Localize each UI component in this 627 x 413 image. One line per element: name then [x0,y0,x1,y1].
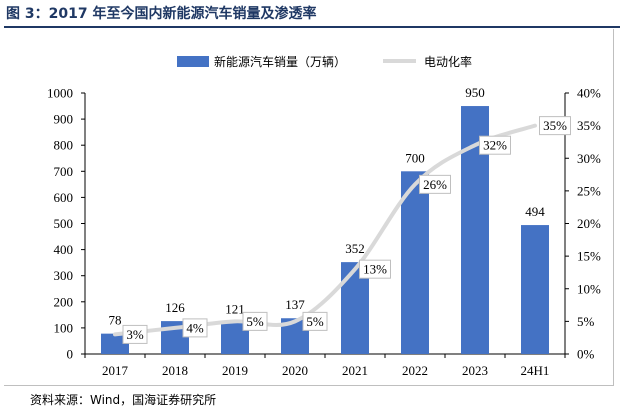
left-tick-label: 100 [54,320,74,335]
axes-layer: 0 100 200 300 400 500 600 700 800 900 1000 0% 5% 10% 1… [47,86,601,379]
left-tick-label: 200 [54,294,74,309]
sales-bar [521,225,549,354]
legend-swatch-bar [177,56,209,67]
title-rule [4,26,620,28]
labels-layer: 78 126 121 137 352 700 950 494 3% 4% 5% 5% 13% 26% 32%… [109,85,571,344]
x-tick-label: 2021 [342,363,368,378]
pct-label: 26% [423,177,447,192]
bar-value-label: 78 [109,313,122,328]
right-tick-label: 0% [577,347,595,362]
right-tick-label: 35% [577,118,601,133]
legend: 新能源汽车销量（万辆） 电动化率 [177,54,472,69]
left-tick-label: 500 [54,216,74,231]
pct-label-box [242,311,268,331]
pct-label: 5% [306,314,324,329]
pct-label-box [539,116,571,136]
x-tick-label: 2017 [102,363,129,378]
right-tick-label: 25% [577,183,601,198]
x-tick-label: 2022 [402,363,428,378]
x-tick-label: 2023 [462,363,488,378]
pct-label: 35% [543,118,567,133]
legend-label-sales: 新能源汽车销量（万辆） [214,54,346,69]
bar-value-label: 700 [405,150,425,165]
x-tick-label: 2018 [162,363,188,378]
bar-value-label: 137 [285,297,305,312]
right-tick-label: 20% [577,216,601,231]
bar-value-label: 494 [525,204,545,219]
pct-label-box [479,135,511,155]
figure-title: 图 3：2017 年至今国内新能源汽车销量及渗透率 [6,6,317,22]
source-note: 资料来源：Wind，国海证券研究所 [30,393,217,407]
left-tick-label: 900 [54,112,74,127]
sales-bar [401,171,429,354]
right-tick-label: 30% [577,151,601,166]
x-tick-label: 2019 [222,363,248,378]
right-tick-label: 5% [577,314,595,329]
pct-label: 3% [126,327,144,342]
x-tick-label: 24H1 [521,363,550,378]
bar-value-label: 126 [165,300,185,315]
left-tick-label: 700 [54,164,74,179]
bar-value-label: 121 [225,301,245,316]
left-tick-label: 1000 [47,86,73,101]
pct-label-box [302,311,328,331]
pct-label: 13% [363,262,387,277]
right-tick-label: 10% [577,281,601,296]
bar-value-label: 950 [465,85,485,100]
right-tick-label: 40% [577,86,601,101]
left-tick-label: 300 [54,268,74,283]
sales-bar [101,333,129,354]
bar-value-label: 352 [345,241,365,256]
pct-label-box [419,174,451,194]
left-tick-label: 0 [67,347,74,362]
figure-frame [4,29,614,386]
pct-label-box [359,259,391,279]
pct-label: 32% [483,138,507,153]
right-tick-label: 15% [577,249,601,264]
left-tick-label: 600 [54,190,74,205]
x-tick-label: 2020 [282,363,308,378]
pct-label-box [182,318,208,338]
left-tick-label: 800 [54,138,74,153]
pct-label: 4% [186,320,204,335]
legend-label-penetration: 电动化率 [424,54,472,69]
pct-label: 5% [246,314,264,329]
pct-label-box [122,324,148,344]
left-tick-label: 400 [54,242,74,257]
